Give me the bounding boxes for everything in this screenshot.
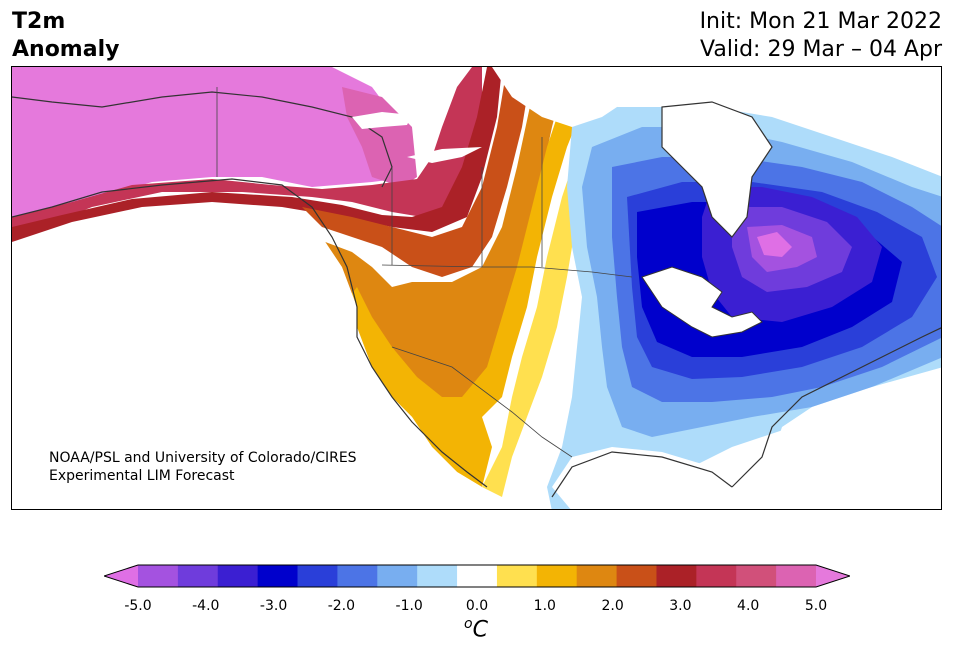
great-bear-lake — [352, 112, 412, 129]
colorbar-tick-label: -3.0 — [259, 598, 288, 614]
colorbar-segment — [177, 565, 219, 587]
colorbar-tick-label: 0.0 — [465, 598, 489, 614]
map-title: T2m Anomaly — [12, 8, 119, 64]
coastlines — [12, 91, 941, 498]
colorbar-segment — [576, 565, 618, 587]
colorbar-segment — [776, 565, 817, 587]
temperature-anomaly-map — [11, 66, 942, 510]
colorbar-tick-label: -5.0 — [124, 598, 152, 614]
pacific-ocean — [12, 212, 501, 509]
unit-label: C — [472, 617, 488, 643]
colorbar-segment — [656, 565, 697, 587]
colorbar-tick-label: 4.0 — [737, 598, 760, 614]
anomaly-zone-brown — [302, 67, 532, 277]
colorbar-outline — [104, 564, 850, 588]
colorbar-tick-label: 3.0 — [669, 598, 692, 614]
colorbar-segment — [417, 565, 458, 587]
colorbar-tick-label: -2.0 — [327, 598, 356, 614]
hudson-bay — [662, 102, 772, 237]
credit-line-1: NOAA/PSL and University of Colorado/CIRE… — [49, 450, 357, 466]
credit-text: NOAA/PSL and University of Colorado/CIRE… — [49, 449, 357, 485]
colorbar — [104, 564, 850, 588]
colorbar-segment — [217, 565, 259, 587]
political-borders — [216, 87, 633, 458]
colorbar-tick-label: 1.0 — [533, 598, 556, 614]
title-line-variable: T2m — [12, 9, 66, 34]
colorbar-segment — [257, 565, 299, 587]
colorbar-segment — [536, 565, 578, 587]
gulf-of-mexico — [552, 447, 732, 509]
anomaly-zone-gold — [342, 67, 607, 487]
credit-line-2: Experimental LIM Forecast — [49, 468, 235, 484]
colorbar-tick-label: 2.0 — [601, 598, 624, 614]
colorbar-segment — [736, 565, 777, 587]
forecast-dates: Init: Mon 21 Mar 2022 Valid: 29 Mar – 04… — [700, 8, 942, 64]
colorbar-segment — [457, 565, 498, 587]
init-date: Init: Mon 21 Mar 2022 — [699, 9, 942, 34]
colorbar-segment — [496, 565, 538, 587]
colorbar-extend-low — [104, 565, 138, 587]
great-slave-lake — [407, 147, 482, 163]
colorbar-segment — [337, 565, 378, 587]
colorbar-tick-label: -4.0 — [192, 598, 220, 614]
anomaly-zone-alaska-pink2 — [342, 87, 417, 187]
colorbar-segment — [297, 565, 338, 587]
colorbar-segment — [377, 565, 418, 587]
colorbar-unit: oC — [464, 616, 488, 642]
title-line-anomaly: Anomaly — [12, 37, 120, 62]
arctic-water — [492, 67, 652, 127]
colorbar-segment — [138, 565, 179, 587]
anomaly-zone-orchid — [757, 232, 792, 257]
colorbar-extend-high — [816, 565, 850, 587]
unit-degree-symbol: o — [464, 616, 473, 632]
anomaly-zone-red-band — [12, 67, 482, 235]
anomaly-zone-dark-red — [12, 67, 502, 242]
colorbar-tick-label: 5.0 — [804, 598, 828, 614]
great-lakes — [641, 266, 763, 338]
atlantic-ocean — [713, 367, 941, 509]
valid-date: Valid: 29 Mar – 04 Apr — [700, 37, 942, 62]
colorbar-segment — [616, 565, 657, 587]
colorbar-tick-label: -1.0 — [395, 598, 423, 614]
map-canvas — [12, 67, 941, 509]
colorbar-segment — [696, 565, 737, 587]
anomaly-zone-yellow — [482, 67, 652, 497]
